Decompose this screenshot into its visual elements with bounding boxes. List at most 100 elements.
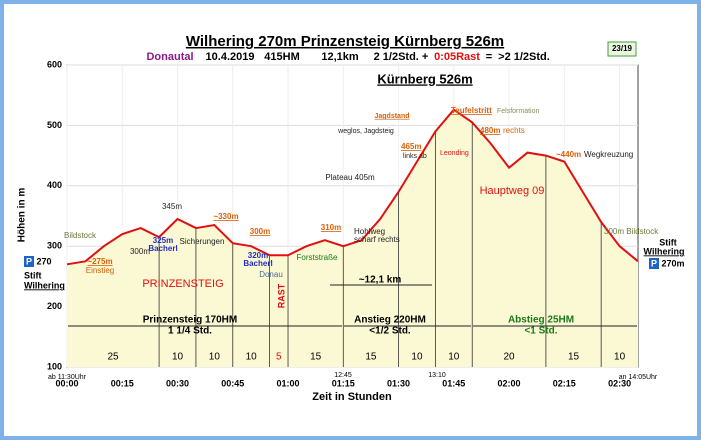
subtitle-region: Donautal (146, 51, 193, 63)
y-axis-label: Höhen in m (17, 188, 28, 243)
annotation: Donau (259, 270, 283, 279)
annotation: links ab (403, 153, 427, 160)
end-height: 270m (661, 258, 684, 268)
annotation: scharf rechts (354, 235, 400, 244)
x-tick-label: 02:00 (498, 378, 521, 388)
section-time: <1/2 Std. (369, 326, 411, 337)
annotation: Teufelstritt (451, 106, 492, 115)
plot: 100 200 300 400 500 600 00:00 00:15 00:30 00:45 01… (47, 59, 639, 388)
start-height: 270 (36, 256, 51, 266)
segment-duration: 20 (504, 352, 516, 363)
peak-label: Kürnberg 526m (377, 71, 472, 86)
annotation: Plateau 405m (325, 173, 375, 182)
subtitle-distance: 12,1km (321, 51, 359, 63)
annotation: Hohlweg (354, 227, 385, 236)
section-label: Prinzensteig 170HM (143, 315, 237, 326)
segment-duration: 10 (614, 352, 626, 363)
subtitle-ascent: 415HM (264, 51, 299, 63)
segment-duration: 10 (209, 352, 221, 363)
start-name: Stift (24, 270, 42, 280)
parking: P (651, 258, 657, 268)
y-tick-label: 500 (47, 120, 62, 130)
area-fill (67, 109, 638, 368)
x-tick-label: 01:30 (387, 378, 410, 388)
subtitle-equals: = (486, 51, 492, 63)
segment-duration: 15 (310, 352, 322, 363)
end-name: Stift (659, 237, 677, 247)
y-tick-label: 600 (47, 59, 62, 69)
annotation: Jagdstand (374, 113, 409, 120)
annotation: Hauptweg 09 (480, 185, 545, 197)
annotation: ~330m (213, 212, 238, 221)
x-tick-label: 02:30 (608, 378, 631, 388)
start-name: Wilhering (24, 280, 65, 290)
annotation: 465m (401, 142, 421, 151)
section-label: Abstieg 25HM (508, 315, 574, 326)
segment-duration: 10 (172, 352, 184, 363)
section-time: <1 Std. (524, 326, 557, 337)
distance-label: ~12,1 km (359, 275, 402, 286)
segment-duration: 25 (107, 352, 119, 363)
x-tick-label: 00:00 (55, 378, 78, 388)
segment-duration: 15 (568, 352, 580, 363)
annotations: Bildstock ~275m Einstieg 300m 345m 325m … (64, 106, 659, 379)
annotation: Leonding (440, 150, 469, 157)
annotation: 300m (250, 227, 270, 236)
annotation: weglos, Jagdsteig (337, 128, 394, 135)
subtitle-date: 10.4.2019 (206, 51, 255, 63)
segment-duration: 10 (246, 352, 258, 363)
annotation: 310m (321, 223, 341, 232)
x-tick-label: 02:15 (553, 378, 576, 388)
annotation: 325m (153, 236, 173, 245)
section-label: Anstieg 220HM (354, 315, 426, 326)
x-tick-label: 01:45 (442, 378, 465, 388)
annotation: RAST (276, 283, 286, 308)
section-time: 1 1/4 Std. (168, 326, 212, 337)
annotation: Forststraße (297, 253, 338, 262)
annotation: ~440m (556, 150, 581, 159)
annotation: PRINZENSTEIG (142, 278, 223, 290)
annotation: 480m (480, 126, 500, 135)
annotation: Felsformation (497, 108, 540, 115)
annotation: 320m (248, 251, 268, 260)
annotation: Einstieg (86, 266, 114, 275)
end-name: Wilhering (644, 246, 685, 256)
x-axis-label: Zeit in Stunden (312, 391, 392, 403)
y-tick-label: 100 (47, 361, 62, 371)
parking-icon (649, 258, 659, 269)
annotation: 300m Bildstock (604, 227, 659, 236)
parking: P (26, 256, 32, 266)
end-time: an 14:05Uhr (619, 374, 658, 381)
y-tick-label: 400 (47, 180, 62, 190)
y-tick-label: 200 (47, 301, 62, 311)
x-tick-label: 00:15 (111, 378, 134, 388)
subtitle-total: >2 1/2Std. (498, 51, 550, 63)
section-arrows (68, 284, 637, 327)
annotation: Bacherl (148, 244, 177, 253)
subtitle-rest: 0:05Rast (434, 51, 480, 63)
segment-duration: 10 (411, 352, 423, 363)
annotation: Bildstock (64, 231, 97, 240)
annotation: 345m (162, 202, 182, 211)
segment-duration: 15 (365, 352, 377, 363)
annotation: Wegkreuzung (584, 150, 633, 159)
annotation: rechts (503, 126, 525, 135)
subtitle-walk: 2 1/2Std. + (374, 51, 429, 63)
y-tick-label: 300 (47, 241, 62, 251)
annotation: ~275m (87, 257, 112, 266)
x-tick-label: 00:30 (166, 378, 189, 388)
annotation: 12:45 (334, 372, 352, 379)
segment-duration: 10 (448, 352, 460, 363)
x-tick-label: 01:00 (277, 378, 300, 388)
annotation: 300m (130, 247, 150, 256)
profile-line (66, 108, 639, 266)
start-time: ab 11:30Uhr (48, 374, 87, 381)
x-tick-label: 00:45 (221, 378, 244, 388)
annotation: 13:10 (428, 372, 446, 379)
segment-duration: 5 (276, 352, 282, 363)
chart-title: Wilhering 270m Prinzensteig Kürnberg 526… (186, 33, 504, 50)
annotation: Bacherl (243, 259, 272, 268)
x-tick-label: 01:15 (332, 378, 355, 388)
